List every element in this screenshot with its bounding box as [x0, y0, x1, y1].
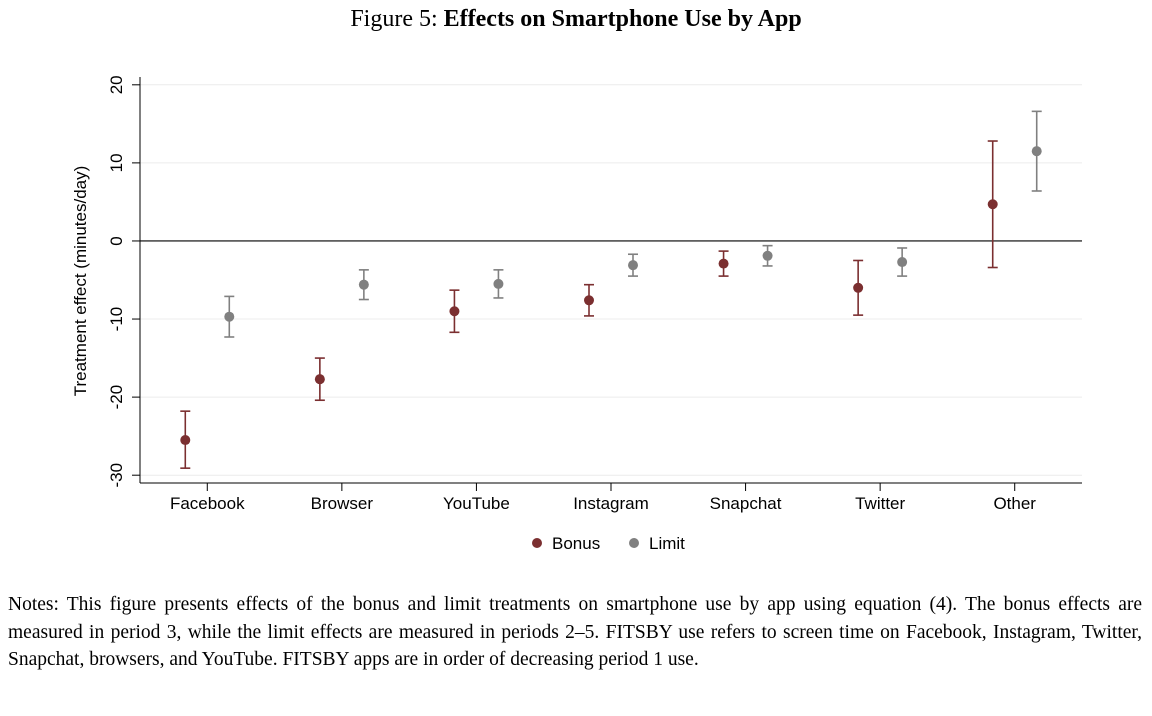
- x-tick-label: Facebook: [170, 494, 245, 513]
- data-point: [358, 279, 369, 290]
- data-point: [493, 278, 504, 289]
- y-tick-label: 20: [107, 75, 126, 94]
- figure-title: Figure 5: Effects on Smartphone Use by A…: [0, 4, 1152, 34]
- y-tick-label: 10: [107, 153, 126, 172]
- x-tick-label: Snapchat: [710, 494, 782, 513]
- x-tick-label: Instagram: [573, 494, 649, 513]
- x-tick-label: Browser: [311, 494, 374, 513]
- y-tick-label: -20: [107, 385, 126, 410]
- figure-notes: Notes: This figure presents effects of t…: [8, 594, 1142, 670]
- data-point: [987, 199, 998, 210]
- x-tick-label: YouTube: [443, 494, 510, 513]
- legend-marker: [532, 538, 542, 548]
- legend: Bonus Limit: [532, 534, 685, 553]
- data-point: [718, 258, 729, 269]
- grid-lines: [140, 84, 1082, 476]
- y-tick-label: -30: [107, 463, 126, 488]
- figure-title-text: Effects on Smartphone Use by App: [443, 6, 802, 32]
- data-point: [584, 295, 594, 306]
- legend-label: Limit: [649, 534, 685, 553]
- data-point: [853, 282, 864, 293]
- data-point: [897, 257, 908, 268]
- data-point: [314, 374, 325, 385]
- y-tick-label: -10: [107, 307, 126, 332]
- data-point: [628, 260, 638, 271]
- axes: 20 10 0 -10 -20 -30 Treatment effect (minutes/…: [71, 75, 1082, 513]
- legend-label: Bonus: [552, 534, 600, 553]
- data-point: [224, 311, 235, 322]
- data-point: [180, 435, 191, 446]
- data-point: [762, 250, 773, 261]
- data-point: [449, 306, 460, 317]
- x-tick-label: Twitter: [855, 494, 905, 513]
- data-marks: [180, 110, 1042, 469]
- figure-label: Figure 5:: [350, 6, 438, 32]
- data-point: [1031, 146, 1042, 157]
- legend-marker: [629, 538, 639, 548]
- y-axis-label: Treatment effect (minutes/day): [71, 166, 90, 397]
- effects-chart: 20 10 0 -10 -20 -30 Treatment effect (minutes/…: [71, 75, 1082, 553]
- y-tick-label: 0: [107, 236, 126, 245]
- x-tick-label: Other: [993, 494, 1036, 513]
